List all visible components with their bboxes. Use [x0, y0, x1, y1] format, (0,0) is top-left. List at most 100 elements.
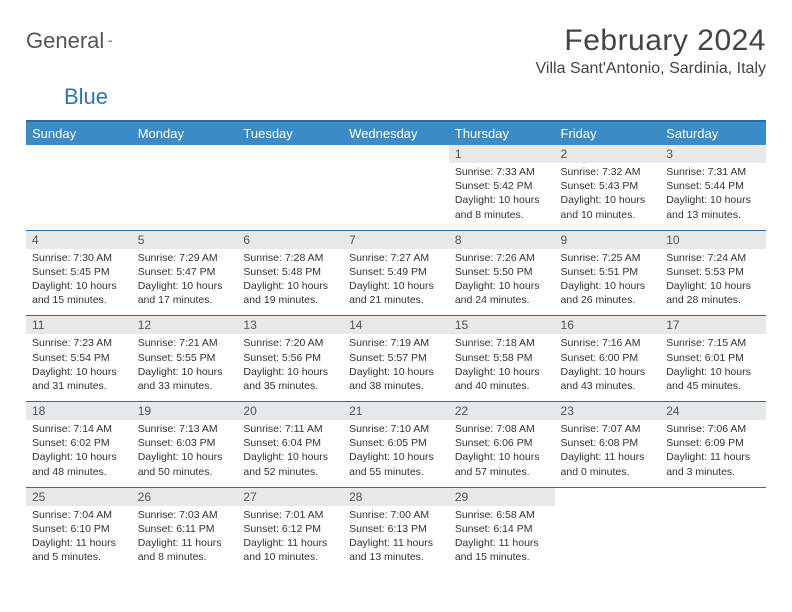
cell-body: Sunrise: 7:20 AMSunset: 5:56 PMDaylight:… [241, 336, 339, 393]
calendar-cell: 13 Sunrise: 7:20 AMSunset: 5:56 PMDayligh… [237, 316, 343, 402]
calendar-table: Sunday Monday Tuesday Wednesday Thursday… [26, 120, 766, 572]
daylight-text: Daylight: 10 hours and 33 minutes. [138, 365, 232, 393]
daylight-text: Daylight: 10 hours and 17 minutes. [138, 279, 232, 307]
calendar-cell: . [132, 145, 238, 230]
cell-body: Sunrise: 7:19 AMSunset: 5:57 PMDaylight:… [347, 336, 445, 393]
calendar-cell: 25 Sunrise: 7:04 AMSunset: 6:10 PMDayligh… [26, 487, 132, 572]
cell-body: Sunrise: 7:04 AMSunset: 6:10 PMDaylight:… [30, 508, 128, 565]
cell-body: Sunrise: 7:15 AMSunset: 6:01 PMDaylight:… [664, 336, 762, 393]
title-block: February 2024 Villa Sant'Antonio, Sardin… [536, 24, 766, 78]
sunrise-text: Sunrise: 7:13 AM [138, 422, 232, 436]
sunset-text: Sunset: 5:53 PM [666, 265, 760, 279]
day-header: Monday [132, 121, 238, 145]
calendar-page: General February 2024 Villa Sant'Antonio… [0, 0, 792, 596]
sunrise-text: Sunrise: 7:21 AM [138, 336, 232, 350]
day-number: 6 [237, 231, 343, 249]
calendar-cell: 24Sunrise: 7:06 AMSunset: 6:09 PMDayligh… [660, 402, 766, 488]
cell-body: Sunrise: 7:28 AMSunset: 5:48 PMDaylight:… [241, 251, 339, 308]
calendar-cell: 5Sunrise: 7:29 AMSunset: 5:47 PMDaylight… [132, 230, 238, 316]
calendar-header-row: Sunday Monday Tuesday Wednesday Thursday… [26, 121, 766, 145]
sunrise-text: Sunrise: 7:03 AM [138, 508, 232, 522]
day-number: 17 [660, 316, 766, 334]
calendar-cell: 23 Sunrise: 7:07 AMSunset: 6:08 PMDayligh… [555, 402, 661, 488]
calendar-cell: 20Sunrise: 7:11 AMSunset: 6:04 PMDayligh… [237, 402, 343, 488]
day-header: Sunday [26, 121, 132, 145]
daylight-text: Daylight: 11 hours and 13 minutes. [349, 536, 443, 564]
day-number: 3 [660, 145, 766, 163]
logo-blue-text-wrap: Blue [64, 84, 766, 110]
cell-body: Sunrise: 7:23 AMSunset: 5:54 PMDaylight:… [30, 336, 128, 393]
calendar-cell: 11 Sunrise: 7:23 AMSunset: 5:54 PMDayligh… [26, 316, 132, 402]
sunrise-text: Sunrise: 7:29 AM [138, 251, 232, 265]
daylight-text: Daylight: 11 hours and 10 minutes. [243, 536, 337, 564]
daylight-text: Daylight: 10 hours and 35 minutes. [243, 365, 337, 393]
sunrise-text: Sunrise: 7:11 AM [243, 422, 337, 436]
day-number: 23 [555, 402, 661, 420]
sunrise-text: Sunrise: 7:07 AM [561, 422, 655, 436]
sunset-text: Sunset: 6:03 PM [138, 436, 232, 450]
calendar-cell: 21Sunrise: 7:10 AMSunset: 6:05 PMDayligh… [343, 402, 449, 488]
calendar-cell: 16Sunrise: 7:16 AMSunset: 6:00 PMDayligh… [555, 316, 661, 402]
cell-body: Sunrise: 7:16 AMSunset: 6:00 PMDaylight:… [559, 336, 657, 393]
calendar-week: 11 Sunrise: 7:23 AMSunset: 5:54 PMDayligh… [26, 316, 766, 402]
day-number: 28 [343, 488, 449, 506]
sunset-text: Sunset: 5:45 PM [32, 265, 126, 279]
daylight-text: Daylight: 11 hours and 0 minutes. [561, 450, 655, 478]
day-number: 13 [237, 316, 343, 334]
calendar-week: 25 Sunrise: 7:04 AMSunset: 6:10 PMDayligh… [26, 487, 766, 572]
cell-body: Sunrise: 7:13 AMSunset: 6:03 PMDaylight:… [136, 422, 234, 479]
day-number: 20 [237, 402, 343, 420]
sunrise-text: Sunrise: 7:20 AM [243, 336, 337, 350]
daylight-text: Daylight: 10 hours and 57 minutes. [455, 450, 549, 478]
sunset-text: Sunset: 5:47 PM [138, 265, 232, 279]
logo-text-blue: Blue [64, 84, 108, 109]
daylight-text: Daylight: 11 hours and 8 minutes. [138, 536, 232, 564]
daylight-text: Daylight: 10 hours and 40 minutes. [455, 365, 549, 393]
sunset-text: Sunset: 5:43 PM [561, 179, 655, 193]
calendar-cell: . [555, 487, 661, 572]
sunrise-text: Sunrise: 6:58 AM [455, 508, 549, 522]
daylight-text: Daylight: 11 hours and 3 minutes. [666, 450, 760, 478]
calendar-week: 4Sunrise: 7:30 AMSunset: 5:45 PMDaylight… [26, 230, 766, 316]
daylight-text: Daylight: 10 hours and 43 minutes. [561, 365, 655, 393]
sunset-text: Sunset: 5:48 PM [243, 265, 337, 279]
daylight-text: Daylight: 10 hours and 15 minutes. [32, 279, 126, 307]
cell-body: Sunrise: 7:25 AMSunset: 5:51 PMDaylight:… [559, 251, 657, 308]
calendar-cell: 26Sunrise: 7:03 AMSunset: 6:11 PMDayligh… [132, 487, 238, 572]
daylight-text: Daylight: 10 hours and 26 minutes. [561, 279, 655, 307]
calendar-cell: 12Sunrise: 7:21 AMSunset: 5:55 PMDayligh… [132, 316, 238, 402]
calendar-cell: 10Sunrise: 7:24 AMSunset: 5:53 PMDayligh… [660, 230, 766, 316]
sunset-text: Sunset: 6:08 PM [561, 436, 655, 450]
daylight-text: Daylight: 11 hours and 15 minutes. [455, 536, 549, 564]
daylight-text: Daylight: 10 hours and 52 minutes. [243, 450, 337, 478]
sunrise-text: Sunrise: 7:24 AM [666, 251, 760, 265]
sunrise-text: Sunrise: 7:14 AM [32, 422, 126, 436]
calendar-cell: 29Sunrise: 6:58 AMSunset: 6:14 PMDayligh… [449, 487, 555, 572]
logo: General [26, 28, 132, 54]
daylight-text: Daylight: 10 hours and 50 minutes. [138, 450, 232, 478]
sunrise-text: Sunrise: 7:27 AM [349, 251, 443, 265]
sunset-text: Sunset: 5:54 PM [32, 351, 126, 365]
cell-body: Sunrise: 7:29 AMSunset: 5:47 PMDaylight:… [136, 251, 234, 308]
calendar-cell: . [343, 145, 449, 230]
calendar-cell: 18Sunrise: 7:14 AMSunset: 6:02 PMDayligh… [26, 402, 132, 488]
daylight-text: Daylight: 10 hours and 38 minutes. [349, 365, 443, 393]
calendar-cell: 8Sunrise: 7:26 AMSunset: 5:50 PMDaylight… [449, 230, 555, 316]
daylight-text: Daylight: 10 hours and 31 minutes. [32, 365, 126, 393]
daylight-text: Daylight: 10 hours and 55 minutes. [349, 450, 443, 478]
day-number: 18 [26, 402, 132, 420]
calendar-cell: 3Sunrise: 7:31 AMSunset: 5:44 PMDaylight… [660, 145, 766, 230]
calendar-body: ....1Sunrise: 7:33 AMSunset: 5:42 PMDayl… [26, 145, 766, 572]
sunrise-text: Sunrise: 7:30 AM [32, 251, 126, 265]
day-number: 11 [26, 316, 132, 334]
calendar-week: ....1Sunrise: 7:33 AMSunset: 5:42 PMDayl… [26, 145, 766, 230]
day-number: 19 [132, 402, 238, 420]
sunset-text: Sunset: 6:02 PM [32, 436, 126, 450]
sunset-text: Sunset: 5:56 PM [243, 351, 337, 365]
day-number: 25 [26, 488, 132, 506]
day-number: 2 [555, 145, 661, 163]
cell-body: Sunrise: 7:06 AMSunset: 6:09 PMDaylight:… [664, 422, 762, 479]
day-number: 26 [132, 488, 238, 506]
daylight-text: Daylight: 10 hours and 10 minutes. [561, 193, 655, 221]
sunset-text: Sunset: 6:09 PM [666, 436, 760, 450]
